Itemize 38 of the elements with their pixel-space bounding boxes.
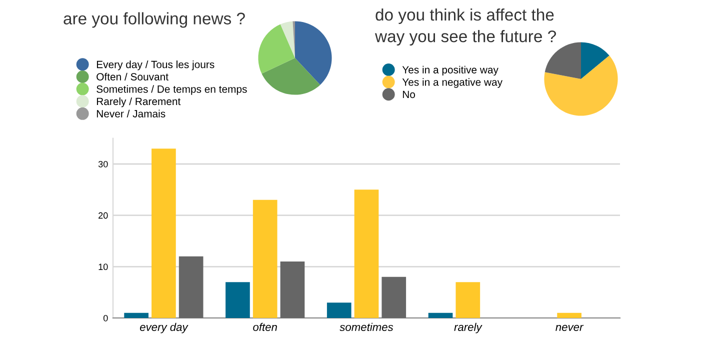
bar: [557, 312, 582, 318]
legend-label: No: [402, 90, 416, 98]
bar: [382, 276, 406, 318]
pie-slice: [544, 56, 618, 116]
x-tick-label: rarely: [454, 322, 482, 334]
bar: [280, 262, 305, 318]
x-tick-label: every day: [140, 322, 188, 334]
bar: [428, 312, 453, 318]
legend-label: Yes in a negative way: [402, 78, 502, 88]
chart-title: are you following news ?: [64, 12, 245, 28]
bar: [226, 282, 250, 318]
pie-slice: [581, 42, 610, 79]
pie-slice: [258, 24, 295, 74]
legend-label: Sometimes / De temps en temps: [96, 85, 247, 95]
legend-label: Rarely / Rarement: [96, 97, 181, 108]
legend-label: Often / Souvant: [96, 72, 168, 80]
bar: [124, 312, 148, 318]
bar: [456, 282, 480, 318]
bar: [326, 302, 352, 318]
x-tick-label: never: [556, 324, 584, 332]
y-tick-label: 0: [103, 314, 108, 322]
x-tick-label: often: [253, 322, 277, 332]
bar: [152, 148, 176, 318]
pie-slice: [295, 21, 332, 85]
y-tick-label: 20: [98, 212, 108, 219]
pie-slice: [262, 58, 320, 95]
pie-slice: [544, 42, 581, 79]
bar: [354, 190, 379, 318]
bar: [178, 256, 204, 318]
legend-label: Yes in a positive way: [402, 66, 498, 76]
y-tick-label: 30: [98, 160, 108, 168]
x-tick-label: sometimes: [340, 322, 394, 332]
bar: [252, 200, 278, 318]
legend-label: Never / Jamais: [96, 110, 166, 118]
chart-title: do you think is affect the way you see the future ?: [374, 8, 556, 46]
legend-label: Every day / Tous les jours: [96, 60, 214, 70]
y-tick-label: 10: [98, 264, 108, 270]
pie-slice: [280, 21, 295, 58]
